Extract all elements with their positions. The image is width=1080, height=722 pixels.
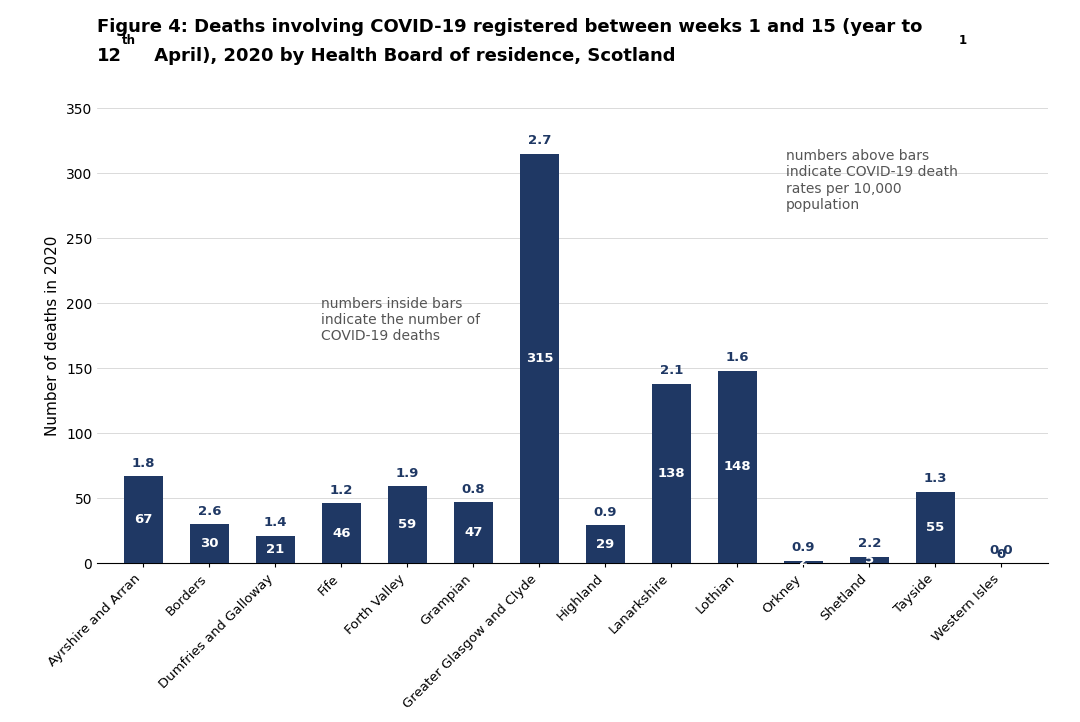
Text: 2.7: 2.7 <box>528 134 551 147</box>
Text: 1: 1 <box>959 34 968 47</box>
Text: 67: 67 <box>134 513 152 526</box>
Text: 29: 29 <box>596 538 615 551</box>
Text: 12: 12 <box>97 47 122 65</box>
Bar <box>784 560 823 563</box>
Text: 138: 138 <box>658 467 685 480</box>
Text: 1.8: 1.8 <box>132 456 156 469</box>
Text: 2.2: 2.2 <box>858 537 881 550</box>
Text: 1.6: 1.6 <box>726 352 750 365</box>
Text: th: th <box>122 34 136 47</box>
Bar <box>388 487 428 563</box>
Bar <box>190 524 229 563</box>
Bar <box>322 503 361 563</box>
Bar <box>850 557 889 563</box>
Text: 315: 315 <box>526 352 553 365</box>
Text: 0: 0 <box>997 547 1007 560</box>
Text: Figure 4: Deaths involving COVID-19 registered between weeks 1 and 15 (year to: Figure 4: Deaths involving COVID-19 regi… <box>97 18 922 36</box>
Text: 30: 30 <box>200 537 218 550</box>
Bar <box>519 154 559 563</box>
Bar <box>585 526 625 563</box>
Text: April), 2020 by Health Board of residence, Scotland: April), 2020 by Health Board of residenc… <box>148 47 675 65</box>
Bar <box>256 536 295 563</box>
Text: 21: 21 <box>267 543 284 556</box>
Bar <box>717 371 757 563</box>
Bar <box>123 476 163 563</box>
Text: numbers inside bars
indicate the number of
COVID-19 deaths: numbers inside bars indicate the number … <box>321 297 480 343</box>
Text: 46: 46 <box>333 527 351 540</box>
Bar <box>651 384 691 563</box>
Text: 148: 148 <box>724 461 752 474</box>
Y-axis label: Number of deaths in 2020: Number of deaths in 2020 <box>45 235 60 436</box>
Text: 1.9: 1.9 <box>395 467 419 480</box>
Text: 2.1: 2.1 <box>660 365 683 378</box>
Text: numbers above bars
indicate COVID-19 death
rates per 10,000
population: numbers above bars indicate COVID-19 dea… <box>786 149 958 212</box>
Text: 1.3: 1.3 <box>923 472 947 485</box>
Text: 1.2: 1.2 <box>329 484 353 497</box>
Text: 55: 55 <box>927 521 945 534</box>
Bar <box>916 492 955 563</box>
Text: 0.9: 0.9 <box>594 506 617 519</box>
Text: 59: 59 <box>399 518 417 531</box>
Text: 0.8: 0.8 <box>461 482 485 495</box>
Text: 2: 2 <box>799 555 808 568</box>
Text: 1.4: 1.4 <box>264 516 287 529</box>
Text: 0.9: 0.9 <box>792 541 815 554</box>
Text: 5: 5 <box>865 553 874 567</box>
Text: 2.6: 2.6 <box>198 505 221 518</box>
Text: 0.0: 0.0 <box>989 544 1013 557</box>
Text: 47: 47 <box>464 526 483 539</box>
Bar <box>454 502 494 563</box>
